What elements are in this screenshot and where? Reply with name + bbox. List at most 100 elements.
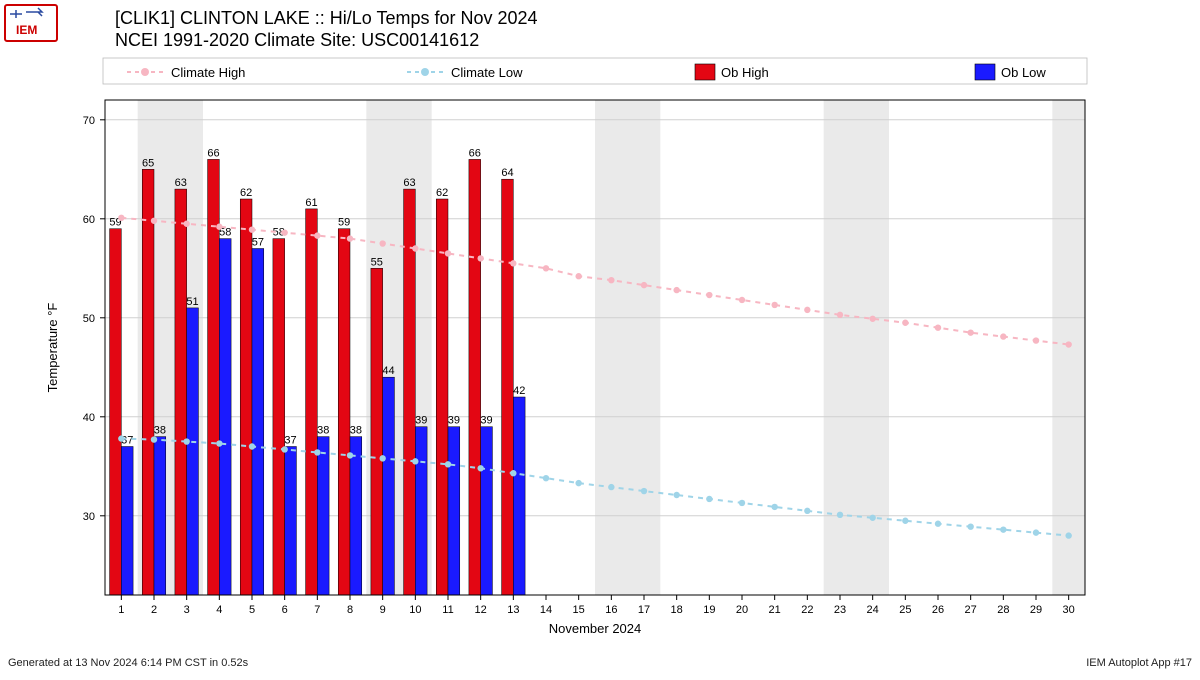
climate-low-line-marker [1033, 529, 1039, 535]
ob-high-bar [175, 189, 187, 595]
ob-low-bar [513, 397, 525, 595]
svg-text:61: 61 [305, 197, 317, 209]
svg-text:39: 39 [448, 415, 460, 427]
ob-low-bar [383, 377, 395, 595]
ob-low-bar [448, 427, 460, 595]
climate-low-line-marker [510, 470, 516, 476]
climate-high-line-marker [706, 292, 712, 298]
svg-text:29: 29 [1030, 604, 1042, 616]
chart-subtitle: NCEI 1991-2020 Climate Site: USC00141612 [115, 30, 479, 51]
svg-text:27: 27 [965, 604, 977, 616]
ob-high-bar [142, 169, 154, 595]
climate-high-line-marker [641, 282, 647, 288]
ob-low-bar [415, 427, 427, 595]
svg-text:23: 23 [834, 604, 846, 616]
svg-text:39: 39 [415, 415, 427, 427]
climate-high-line-marker [249, 226, 255, 232]
svg-text:50: 50 [83, 313, 95, 325]
svg-text:26: 26 [932, 604, 944, 616]
svg-text:14: 14 [540, 604, 552, 616]
svg-text:51: 51 [186, 296, 198, 308]
x-axis-label: November 2024 [549, 621, 642, 636]
ob-high-bar [502, 179, 514, 595]
climate-low-line-marker [379, 455, 385, 461]
ob-low-bar [317, 437, 329, 595]
svg-text:17: 17 [638, 604, 650, 616]
climate-low-line-marker [967, 523, 973, 529]
svg-text:22: 22 [801, 604, 813, 616]
climate-low-line-marker [641, 488, 647, 494]
svg-text:30: 30 [83, 511, 95, 523]
climate-high-line-marker [902, 320, 908, 326]
svg-text:28: 28 [997, 604, 1009, 616]
ob-high-bar [371, 268, 383, 595]
ob-high-bar [240, 199, 252, 595]
climate-high-line-marker [575, 273, 581, 279]
svg-text:44: 44 [382, 365, 394, 377]
svg-text:66: 66 [207, 147, 219, 159]
ob-high-bar [436, 199, 448, 595]
svg-text:13: 13 [507, 604, 519, 616]
climate-low-line-marker [902, 518, 908, 524]
svg-text:40: 40 [83, 412, 95, 424]
ob-low-bar [219, 239, 231, 595]
svg-text:21: 21 [769, 604, 781, 616]
climate-high-line-marker [1065, 341, 1071, 347]
climate-high-line-marker [1000, 333, 1006, 339]
svg-text:66: 66 [469, 147, 481, 159]
climate-low-line-marker [216, 440, 222, 446]
svg-text:42: 42 [513, 385, 525, 397]
climate-low-line-marker [543, 475, 549, 481]
footer-app: IEM Autoplot App #17 [1086, 657, 1192, 669]
climate-high-line-marker [151, 218, 157, 224]
svg-text:63: 63 [175, 177, 187, 189]
svg-text:70: 70 [83, 115, 95, 127]
ob-low-bar [285, 447, 297, 596]
svg-text:9: 9 [380, 604, 386, 616]
climate-high-line-marker [673, 287, 679, 293]
svg-text:24: 24 [867, 604, 879, 616]
iem-logo: IEM [4, 4, 58, 42]
climate-low-line-marker [608, 484, 614, 490]
climate-low-line-marker [347, 452, 353, 458]
climate-high-line-marker [510, 260, 516, 266]
climate-low-line-marker [804, 508, 810, 514]
climate-low-line-marker [673, 492, 679, 498]
svg-text:20: 20 [736, 604, 748, 616]
climate-low-line-marker [771, 504, 777, 510]
climate-low-line-marker [739, 500, 745, 506]
svg-text:25: 25 [899, 604, 911, 616]
climate-low-line-marker [445, 461, 451, 467]
svg-text:55: 55 [371, 256, 383, 268]
svg-text:59: 59 [338, 217, 350, 229]
svg-text:38: 38 [350, 425, 362, 437]
climate-low-line-marker [706, 496, 712, 502]
climate-low-line-marker [1065, 532, 1071, 538]
ob-high-bar [469, 159, 481, 595]
svg-text:1: 1 [118, 604, 124, 616]
svg-text:5: 5 [249, 604, 255, 616]
climate-high-line-marker [771, 302, 777, 308]
climate-high-line-marker [281, 229, 287, 235]
svg-text:57: 57 [252, 237, 264, 249]
svg-text:10: 10 [409, 604, 421, 616]
ob-low-bar [252, 249, 264, 596]
climate-high-line-marker [347, 235, 353, 241]
climate-low-line-marker [935, 521, 941, 527]
climate-high-line-marker [379, 240, 385, 246]
legend-climate-high: Climate High [171, 65, 245, 80]
climate-low-line-marker [869, 515, 875, 521]
svg-text:65: 65 [142, 157, 154, 169]
ob-low-bar [154, 437, 166, 595]
svg-text:15: 15 [573, 604, 585, 616]
svg-text:64: 64 [501, 167, 513, 179]
footer-generated: Generated at 13 Nov 2024 6:14 PM CST in … [8, 657, 248, 669]
svg-text:3: 3 [184, 604, 190, 616]
svg-text:38: 38 [154, 425, 166, 437]
climate-low-line-marker [575, 480, 581, 486]
climate-low-line-marker [183, 438, 189, 444]
svg-text:4: 4 [216, 604, 222, 616]
svg-text:62: 62 [436, 187, 448, 199]
chart-title: [CLIK1] CLINTON LAKE :: Hi/Lo Temps for … [115, 8, 538, 29]
climate-high-line-marker [1033, 337, 1039, 343]
